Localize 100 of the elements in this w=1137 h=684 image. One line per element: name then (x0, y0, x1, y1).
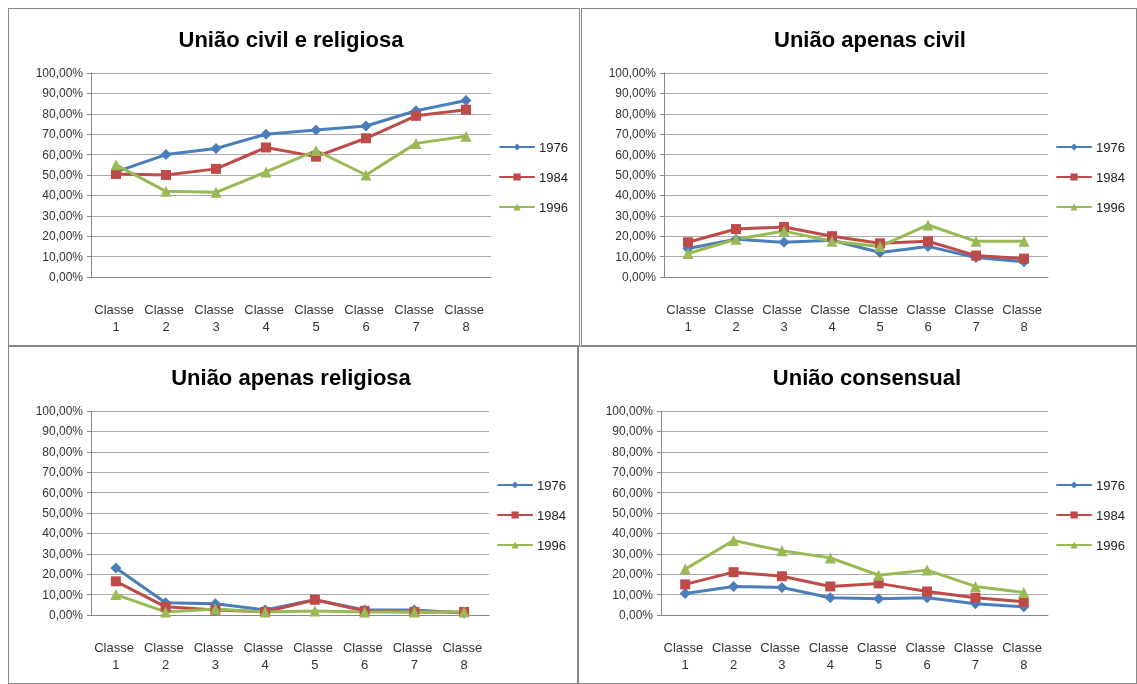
x-tick-label: Classe 6 (342, 640, 387, 672)
point (260, 128, 272, 140)
y-tick-label: 70,00% (42, 127, 84, 142)
point (776, 545, 788, 557)
y-tick-label: 40,00% (42, 526, 84, 541)
y-tick-label: 100,00% (608, 66, 657, 80)
y-tick-label: 0,00% (48, 270, 84, 284)
legend-label: 1976 (537, 477, 566, 493)
point (210, 142, 222, 154)
x-tick-label: Classe 5 (858, 302, 902, 334)
point (309, 605, 321, 617)
y-tick-label: 70,00% (42, 465, 84, 480)
y-tick-label: 100,00% (35, 404, 84, 418)
y-tick-label: 60,00% (42, 147, 84, 162)
point (824, 592, 836, 604)
y-tick-label: 90,00% (42, 86, 84, 101)
y-tick-label: 30,00% (42, 208, 84, 223)
point (778, 225, 790, 237)
x-tick-label: Classe 1 (94, 302, 138, 334)
point (921, 564, 933, 576)
point (683, 237, 693, 248)
x-tick-label: Classe 5 (857, 640, 901, 672)
y-tick-label: 80,00% (615, 106, 657, 121)
point (728, 567, 739, 578)
point (731, 224, 741, 235)
x-tick-label: Classe 3 (762, 302, 806, 334)
point (970, 592, 981, 603)
x-tick-label: Classe 2 (144, 302, 188, 334)
y-tick-label: 60,00% (612, 485, 654, 500)
y-tick-label: 10,00% (42, 587, 84, 602)
chart-title: União consensual (772, 364, 962, 390)
x-tick-label: Classe 8 (1002, 302, 1046, 334)
legend-label: 1984 (537, 507, 566, 523)
point (970, 235, 982, 247)
legend-label: 1984 (1096, 169, 1125, 185)
y-tick-label: 30,00% (615, 208, 657, 223)
x-tick-label: Classe 4 (808, 640, 852, 672)
y-tick-label: 30,00% (612, 546, 654, 561)
x-tick-label: Classe 4 (244, 302, 288, 334)
y-tick-label: 40,00% (612, 526, 654, 541)
legend-label: 1996 (537, 537, 566, 553)
point (110, 589, 122, 601)
y-tick-label: 80,00% (42, 444, 84, 459)
x-tick-label: Classe 1 (663, 640, 707, 672)
y-tick-label: 0,00% (48, 608, 84, 622)
point (1018, 596, 1029, 607)
y-tick-label: 40,00% (615, 188, 657, 203)
x-tick-label: Classe 2 (143, 640, 188, 672)
y-tick-label: 40,00% (42, 188, 84, 203)
x-tick-label: Classe 1 (666, 302, 710, 334)
y-tick-label: 20,00% (612, 567, 654, 582)
x-tick-label: Classe 7 (954, 302, 998, 334)
point (410, 137, 422, 149)
point (110, 562, 122, 574)
point (460, 130, 472, 142)
y-tick-label: 20,00% (615, 229, 657, 244)
point (728, 535, 740, 547)
point (679, 563, 691, 575)
y-tick-label: 90,00% (42, 424, 84, 439)
point (260, 166, 272, 178)
point (922, 586, 933, 597)
x-tick-label: Classe 7 (394, 302, 438, 334)
chart-title: União civil e religiosa (178, 26, 405, 52)
point (161, 170, 171, 180)
y-tick-label: 0,00% (618, 608, 654, 622)
point (1019, 253, 1029, 264)
y-tick-label: 80,00% (42, 106, 84, 121)
y-tick-label: 100,00% (35, 66, 84, 80)
y-tick-label: 10,00% (42, 249, 84, 264)
x-tick-label: Classe 6 (906, 302, 950, 334)
y-tick-label: 90,00% (612, 424, 654, 439)
point (360, 169, 372, 181)
chart-title: União apenas religiosa (171, 364, 412, 390)
point (824, 552, 836, 564)
x-tick-label: Classe 7 (392, 640, 437, 672)
point (261, 142, 271, 153)
x-tick-label: Classe 6 (905, 640, 949, 672)
x-tick-label: Classe 8 (1002, 640, 1046, 672)
x-tick-label: Classe 8 (442, 640, 486, 672)
legend-label: 1984 (539, 169, 568, 185)
point (969, 580, 981, 592)
x-tick-label: Classe 3 (760, 640, 804, 672)
point (461, 104, 471, 115)
point (210, 186, 222, 198)
y-tick-label: 70,00% (612, 465, 654, 480)
x-tick-label: Classe 2 (711, 640, 756, 672)
x-tick-label: Classe 5 (294, 302, 338, 334)
x-tick-label: Classe 8 (444, 302, 488, 334)
y-tick-label: 100,00% (605, 404, 654, 418)
legend-label: 1976 (539, 139, 568, 155)
legend-label: 1996 (539, 199, 568, 215)
x-tick-label: Classe 6 (344, 302, 388, 334)
point (873, 569, 885, 581)
point (680, 579, 691, 590)
point (360, 120, 372, 132)
point (110, 159, 122, 171)
point (160, 606, 172, 618)
point (411, 110, 421, 121)
y-tick-label: 0,00% (621, 270, 657, 284)
point (778, 236, 790, 248)
